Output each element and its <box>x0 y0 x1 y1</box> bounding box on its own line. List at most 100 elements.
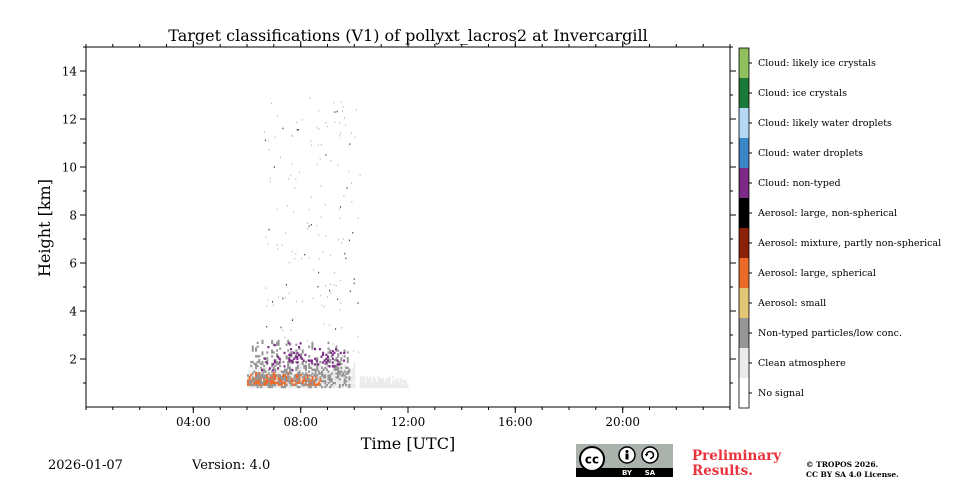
data-cell <box>306 385 309 389</box>
x-tick-label: 08:00 <box>283 415 318 429</box>
data-cell <box>255 379 257 382</box>
data-cell <box>340 370 343 373</box>
data-cell <box>306 373 309 377</box>
data-cell <box>285 355 288 358</box>
attribution-icon <box>618 446 636 464</box>
data-cell <box>338 380 341 383</box>
data-cell <box>305 370 307 373</box>
data-cell <box>258 379 261 382</box>
data-cell <box>385 382 388 385</box>
data-cell <box>391 376 394 379</box>
data-cell <box>330 372 333 375</box>
data-cell <box>406 384 409 387</box>
data-cell <box>308 362 311 366</box>
data-cell <box>291 319 293 321</box>
data-cell <box>346 378 349 381</box>
data-cell <box>297 129 299 131</box>
data-cell <box>346 384 349 387</box>
data-cell <box>288 384 291 387</box>
data-cell <box>346 382 349 385</box>
data-cell <box>308 257 310 259</box>
data-cell <box>269 374 272 377</box>
data-cell <box>293 376 296 379</box>
data-cell <box>289 353 292 356</box>
data-cell <box>334 111 336 113</box>
data-cell <box>329 360 332 364</box>
data-cell <box>327 382 330 385</box>
data-cell <box>285 382 288 385</box>
data-cell <box>327 385 330 389</box>
data-cell <box>337 382 340 385</box>
data-cell <box>250 373 253 377</box>
data-cell <box>400 378 402 381</box>
data-cell <box>248 385 251 389</box>
data-cell <box>353 380 356 383</box>
data-cell <box>292 376 295 379</box>
data-cell <box>283 365 286 368</box>
data-cell <box>259 378 262 381</box>
data-cell <box>351 378 354 381</box>
data-cell <box>259 366 262 369</box>
data-cell <box>248 382 251 385</box>
data-cell <box>295 368 298 371</box>
data-cell <box>342 384 344 387</box>
y-tick-label: 6 <box>69 257 77 271</box>
data-cell <box>259 370 262 373</box>
data-cell <box>287 357 290 360</box>
data-cell <box>287 378 290 381</box>
data-cell <box>305 383 307 386</box>
cc-by-sa-badge[interactable]: cc BY SA <box>576 444 673 477</box>
data-cell <box>324 382 327 385</box>
data-cell <box>291 343 293 345</box>
data-cell <box>266 372 269 375</box>
data-cell <box>371 385 373 389</box>
data-cell <box>261 374 264 377</box>
data-cell <box>304 253 306 256</box>
data-cell <box>271 341 274 344</box>
x-tick-label: 20:00 <box>605 415 640 429</box>
data-cell <box>301 378 304 381</box>
data-cell <box>296 357 299 360</box>
data-cell <box>271 368 274 371</box>
data-cell <box>340 302 342 304</box>
data-cell <box>272 301 274 303</box>
data-cell <box>314 375 317 379</box>
data-cell <box>264 370 267 373</box>
data-cell <box>263 368 266 371</box>
data-cell <box>256 372 259 375</box>
data-cell <box>317 381 320 384</box>
data-cell <box>290 174 292 177</box>
data-cell <box>301 360 304 364</box>
data-cell <box>311 384 314 387</box>
data-cell <box>311 370 314 373</box>
data-cell <box>359 378 362 381</box>
data-cell <box>280 374 283 377</box>
data-cell <box>343 364 346 368</box>
copyright-notice: © TROPOS 2026. CC BY SA 4.0 License. <box>806 460 899 480</box>
data-cell <box>266 326 268 328</box>
data-cell <box>267 299 269 301</box>
data-cell <box>279 372 282 375</box>
x-axis-label: Time [UTC] <box>361 434 455 453</box>
data-cell <box>332 378 335 381</box>
data-cell <box>295 373 298 377</box>
data-cell <box>292 351 295 354</box>
data-cell <box>308 385 311 389</box>
data-cell <box>290 351 293 354</box>
data-cell <box>272 381 275 384</box>
data-cell <box>261 360 264 364</box>
data-cell <box>346 187 348 189</box>
data-cell <box>390 384 393 387</box>
data-cell <box>332 343 334 345</box>
y-tick-label: 14 <box>62 65 78 79</box>
data-cell <box>320 216 322 218</box>
data-cell <box>264 383 267 386</box>
data-cell <box>340 132 342 135</box>
data-cell <box>362 385 365 389</box>
data-cell <box>251 345 254 348</box>
data-cell <box>319 376 322 379</box>
data-cell <box>269 383 272 386</box>
data-cell <box>301 384 304 387</box>
data-cell <box>300 380 303 383</box>
data-cell <box>271 370 274 373</box>
